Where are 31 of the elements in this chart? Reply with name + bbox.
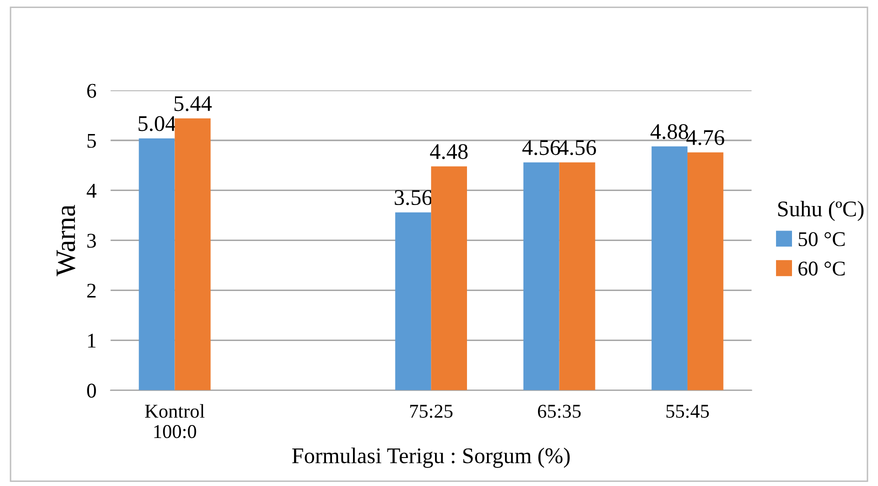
y-tick-label: 3 — [87, 234, 96, 248]
bar — [395, 212, 432, 390]
data-label: 4.56 — [522, 140, 560, 156]
y-tick-label: 1 — [88, 334, 96, 348]
data-label: 4.48 — [430, 144, 468, 160]
bar — [431, 166, 467, 390]
x-tick-label: Kontrol 100:0 — [145, 404, 205, 438]
y-tick-label: 5 — [88, 134, 96, 148]
bar — [559, 162, 596, 390]
x-tick-label: 55:45 — [666, 404, 709, 418]
data-label: 4.88 — [650, 124, 688, 140]
data-label: 4.56 — [558, 140, 596, 156]
bar — [523, 162, 560, 390]
data-label: 5.04 — [138, 116, 176, 132]
legend-label: 60 °C — [798, 262, 845, 276]
bar — [138, 138, 175, 390]
x-tick-label: 65:35 — [538, 404, 581, 418]
y-tick-label: 4 — [86, 184, 96, 198]
data-label: 4.76 — [686, 130, 724, 146]
x-tick-label: 75:25 — [410, 404, 452, 418]
bar — [687, 152, 724, 390]
data-label: 5.44 — [174, 96, 212, 112]
legend-title: Suhu (ºC) — [778, 200, 864, 221]
y-tick-label: 2 — [87, 284, 96, 298]
legend-label: 50 °C — [798, 232, 845, 246]
y-tick-label: 0 — [87, 384, 96, 398]
y-axis-title: Warna — [56, 204, 76, 276]
y-tick-label: 6 — [87, 84, 96, 98]
bar — [174, 118, 211, 390]
x-axis-title: Formulasi Terigu : Sorgum (%) — [292, 448, 570, 468]
bar — [652, 146, 688, 390]
